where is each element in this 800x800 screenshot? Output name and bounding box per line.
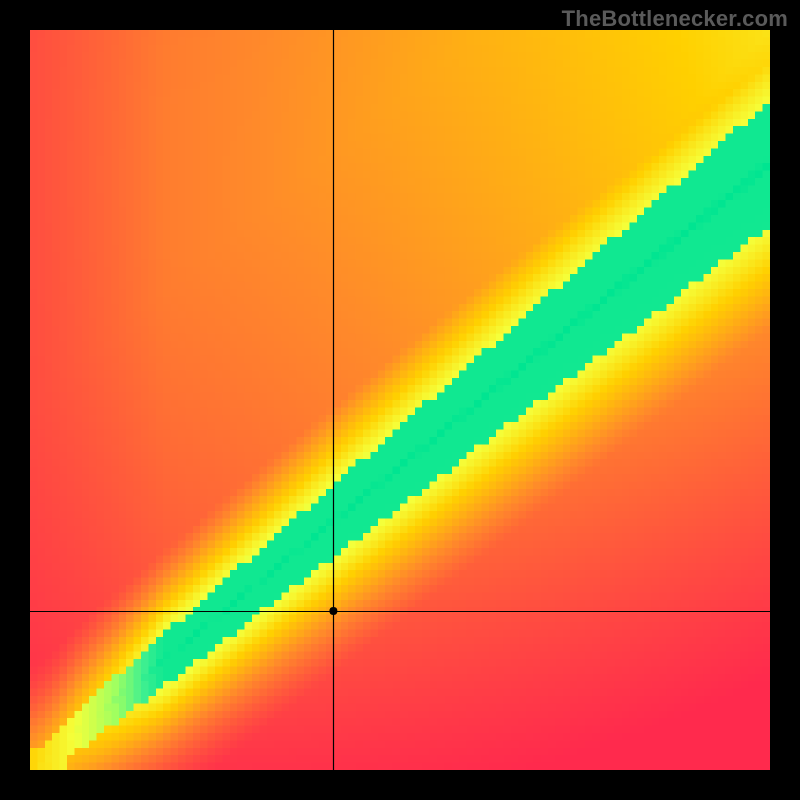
crosshair-overlay — [30, 30, 770, 770]
watermark-text: TheBottlenecker.com — [562, 6, 788, 32]
